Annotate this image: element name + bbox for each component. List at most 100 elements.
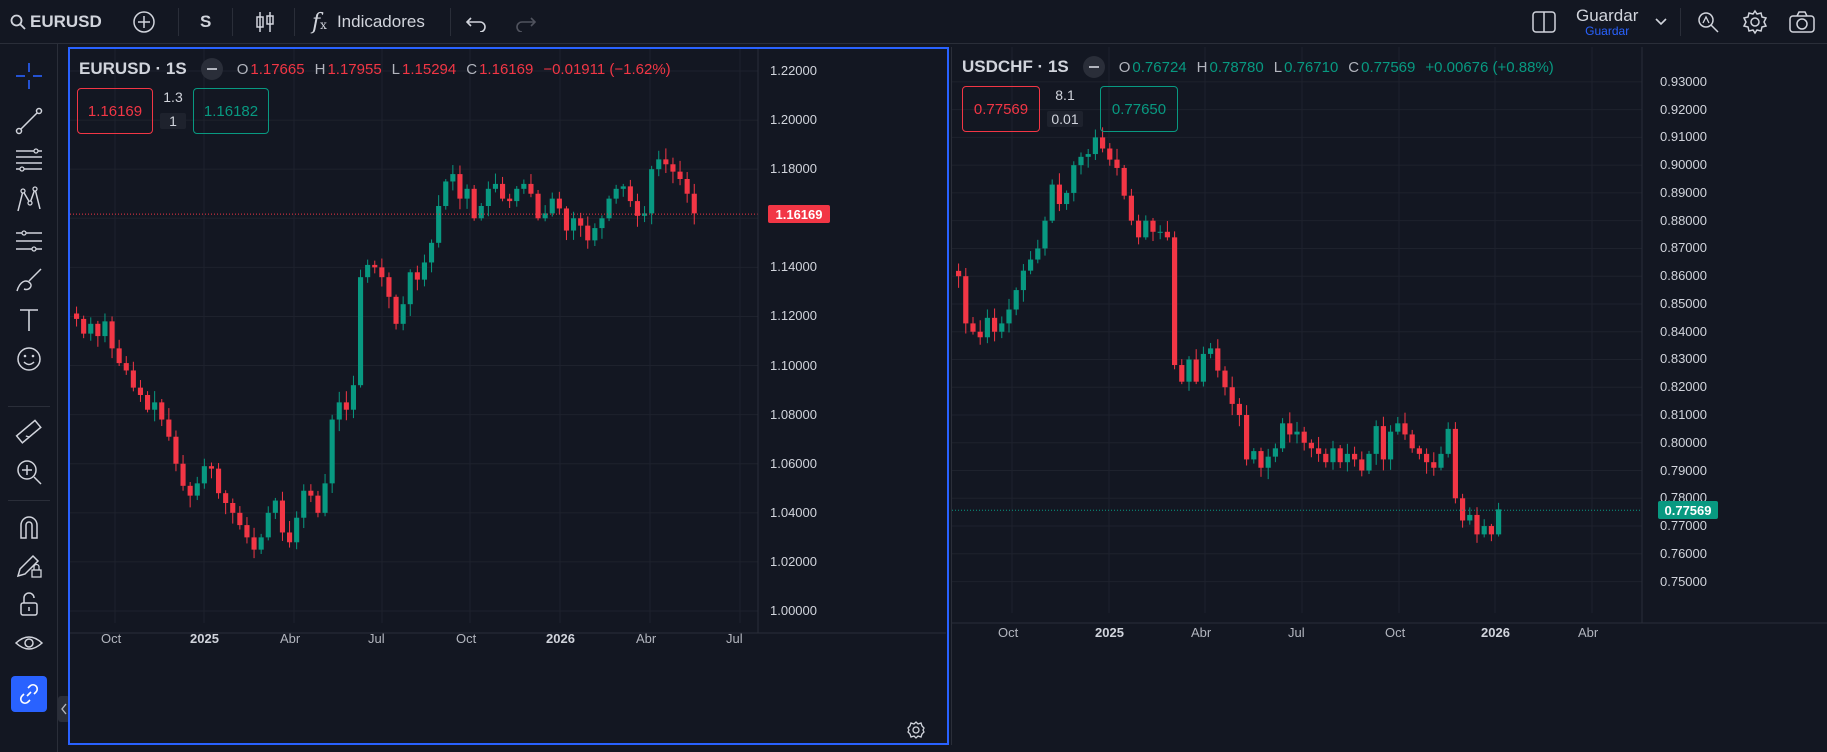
candle-body [1402,423,1408,435]
indicators-button[interactable]: fx Indicadores [312,0,425,44]
settings-button[interactable] [1742,0,1768,44]
price-tick-label: 0.85000 [1660,295,1707,311]
brush-tool[interactable] [9,262,49,298]
candle-body [984,317,990,338]
candle-body [563,208,570,231]
candle-body [507,198,513,202]
time-tick-label: Oct [1385,625,1406,640]
chart-type-button[interactable] [254,0,276,44]
sell-button[interactable]: 1.16169 [77,88,153,134]
forecast-tool[interactable] [9,222,49,258]
price-tick-label: 0.89000 [1660,184,1707,200]
candle-body [492,183,499,189]
candle-body [393,296,399,324]
compare-symbol-button[interactable] [132,0,156,44]
price-tick-label: 0.93000 [1660,73,1707,89]
layout-split-icon [1532,11,1556,33]
candle-body [1337,448,1343,463]
unlock-icon [20,592,38,616]
candle-body [1474,514,1480,535]
close-value: 0.77569 [1361,58,1416,76]
axis-settings-button[interactable] [906,720,926,740]
minimize-icon[interactable] [200,58,223,80]
time-tick-label: Jul [726,631,743,646]
candle-body [173,436,179,464]
candle-body [1467,514,1473,521]
candle-body [1186,359,1192,382]
candle-body [1179,365,1185,382]
measure-tool[interactable] [9,414,49,450]
candle-body [1287,423,1293,435]
candle-body [116,348,122,364]
candle-body [237,512,243,526]
candle-body [1251,451,1257,460]
price-tick-label: 0.82000 [1660,379,1707,395]
pattern-tool[interactable] [9,182,49,218]
brush-icon [16,268,42,292]
time-tick-label: Abr [1578,625,1599,640]
candle-body [301,490,307,518]
lock-tool[interactable] [9,586,49,622]
minimize-icon[interactable] [1082,56,1105,78]
buy-button[interactable]: 0.77650 [1100,86,1178,132]
collapse-toolbar-button[interactable] [58,696,70,722]
symbol-label: EURUSD [30,12,102,31]
redo-button[interactable] [514,0,536,44]
zoom-in-tool[interactable] [9,454,49,490]
time-tick-label: Oct [456,631,477,646]
candle-body [379,267,385,278]
crosshair-tool[interactable] [9,58,49,94]
sell-button[interactable]: 0.77569 [962,86,1040,132]
layout-button[interactable] [1532,0,1556,44]
price-tick-label: 0.76000 [1660,545,1707,561]
chart-pane-eurusd[interactable]: EURUSD · 1S O 1.17665 H 1.17955 L 1.15294 C… [68,47,949,745]
snapshot-button[interactable] [1788,0,1816,44]
candle-body [201,466,207,484]
sync-tool[interactable] [11,676,47,712]
hide-drawings-tool[interactable] [9,625,49,661]
symbol-title[interactable]: EURUSD · 1S [79,59,187,78]
quantity-value[interactable]: 0.01 [1047,111,1083,127]
eurusd-candlestick-chart[interactable] [70,49,947,743]
time-tick-label: Oct [998,625,1019,640]
candle-body [500,183,506,199]
undo-button[interactable] [466,0,488,44]
symbol-search-button[interactable]: EURUSD [10,0,102,44]
price-tick-label: 0.79000 [1660,462,1707,478]
candle-body [1308,442,1314,449]
emoji-tool[interactable] [9,341,49,377]
draw-lock-tool[interactable] [9,547,49,583]
symbol-title[interactable]: USDCHF · 1S [962,57,1069,76]
time-tick-label: 2026 [546,631,575,646]
price-tick-label: 1.12000 [770,308,817,324]
buy-button[interactable]: 1.16182 [193,88,269,134]
fib-tool[interactable] [9,142,49,178]
save-menu-button[interactable] [1654,0,1668,44]
quick-search-button[interactable] [1696,0,1720,44]
quantity-value[interactable]: 1 [160,113,186,129]
price-tick-label: 0.91000 [1660,129,1707,145]
candle-body [443,181,449,206]
candle-body [287,532,293,543]
low-label: L [1273,58,1283,76]
usdchf-candlestick-chart[interactable] [952,47,1827,745]
trend-line-tool[interactable] [9,103,49,139]
candle-body [421,262,428,280]
text-tool[interactable] [9,302,49,338]
high-label: H [314,60,326,78]
save-button[interactable]: Guardar Guardar [1576,0,1638,44]
interval-label: S [200,12,212,31]
last-price-label: 0.77569 [1658,501,1718,520]
gear-small-icon [907,721,925,739]
chart-pane-usdchf[interactable]: USDCHF · 1S O 0.76724 H 0.78780 L 0.76710 C… [951,47,1827,745]
magnet-tool[interactable] [9,509,49,545]
candle-body [152,402,158,410]
candle-body [1359,459,1365,471]
low-value: 1.15294 [402,60,457,78]
candle-body [1452,428,1458,499]
candle-body [208,466,215,469]
candle-body [137,387,144,395]
candle-body [258,537,264,550]
interval-button[interactable]: S [200,0,211,44]
candle-body [1028,259,1034,271]
